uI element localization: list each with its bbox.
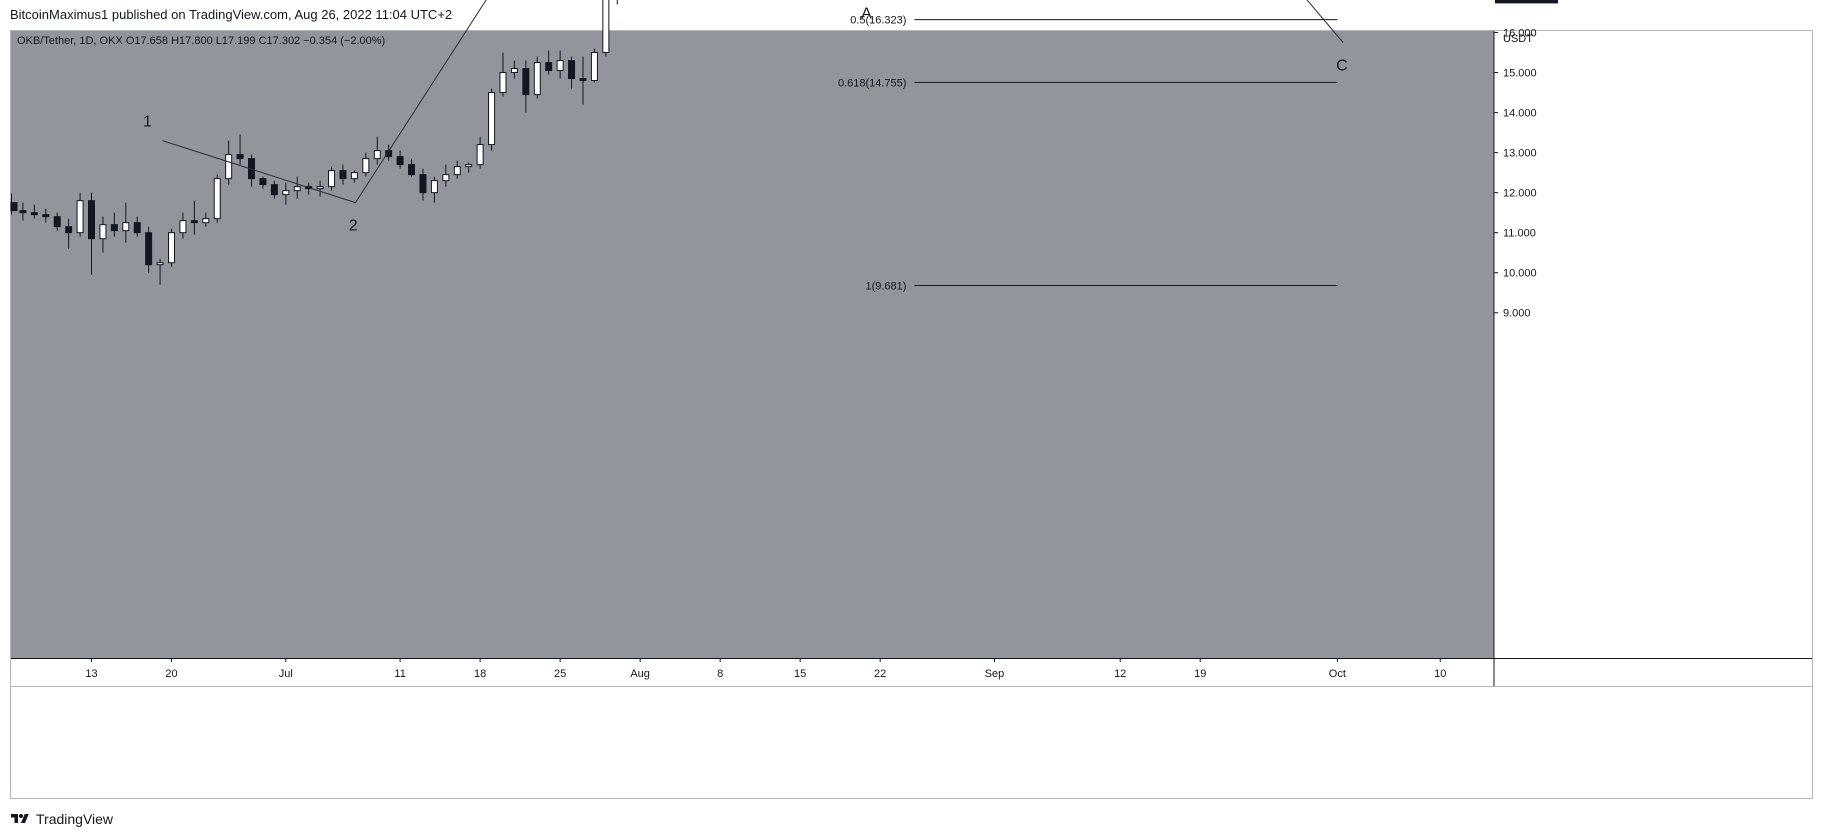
candle-down: [145, 232, 153, 266]
wave-label-1: 1: [143, 114, 152, 131]
publisher-line: BitcoinMaximus1 published on TradingView…: [10, 7, 453, 22]
candle-down: [236, 154, 244, 160]
fib-level-label: 0.5(16.323): [850, 15, 906, 27]
candle-down: [19, 210, 27, 214]
time-tick-label: 20: [165, 668, 177, 680]
candle-up: [362, 158, 370, 174]
candle-down: [339, 170, 347, 180]
candle-up: [316, 186, 324, 190]
time-tick-label: 15: [794, 668, 806, 680]
current-price-badge: [1495, 0, 1558, 4]
candle-down: [10, 202, 18, 212]
candle-up: [179, 220, 187, 234]
candle-down: [53, 216, 61, 228]
wave-label-2: 2: [349, 218, 358, 235]
time-tick-label: 25: [554, 668, 566, 680]
candle-up: [213, 178, 221, 220]
candle-up: [430, 180, 438, 194]
price-axis-unit: USDT: [1503, 33, 1533, 45]
time-tick-label: 11: [394, 668, 405, 680]
candle-down: [568, 60, 576, 80]
candle-up: [293, 186, 301, 192]
candle-down: [396, 156, 404, 166]
candle-down: [190, 220, 198, 224]
candle-down: [408, 164, 416, 176]
candle-up: [510, 68, 518, 74]
candle-down: [133, 222, 141, 234]
fib-level-label: 0.618(14.755): [838, 77, 907, 89]
time-tick-label: 10: [1434, 668, 1446, 680]
candle-up: [476, 144, 484, 166]
price-tick-label: 13.000: [1503, 148, 1537, 160]
candle-up: [350, 172, 358, 180]
price-tick-label: 11.000: [1503, 228, 1536, 240]
footer: TradingView: [10, 807, 113, 831]
candle-up: [373, 150, 381, 160]
time-tick-label: Sep: [985, 668, 1005, 680]
bar-countdown-label: 06:55:33: [1505, 0, 1548, 1]
candle-down: [65, 226, 73, 234]
candle-up: [602, 0, 610, 54]
price-tick-label: 14.000: [1503, 108, 1537, 120]
candle-up: [225, 154, 233, 180]
time-tick-label: Aug: [630, 668, 650, 680]
candle-up: [99, 224, 107, 240]
candle-up: [156, 262, 164, 266]
wave-label-a: A: [861, 6, 872, 23]
candle-down: [545, 62, 553, 72]
price-tick-label: 12.000: [1503, 188, 1537, 200]
candle-down: [270, 184, 278, 196]
price-tick-label: 10.000: [1503, 268, 1537, 280]
fib-level-label: 1(9.681): [865, 280, 906, 292]
candle-down: [42, 214, 50, 218]
candle-down: [522, 68, 530, 96]
time-tick-label: 8: [717, 668, 723, 680]
time-tick-label: Oct: [1329, 668, 1346, 680]
time-tick-label: 22: [874, 668, 886, 680]
candle-up: [328, 170, 336, 188]
time-tick-label: 13: [85, 668, 97, 680]
time-tick-label: Jul: [279, 668, 293, 680]
price-tick-label: 9.000: [1503, 308, 1531, 320]
tradingview-logo-icon: [11, 814, 29, 823]
footer-brand: TradingView: [36, 811, 114, 827]
candle-up: [76, 200, 84, 234]
time-axis[interactable]: [11, 659, 1494, 686]
symbol-ohlc-line: OKB/Tether, 1D, OKX O17.658 H17.800 L17.…: [17, 35, 385, 47]
candle-up: [122, 222, 130, 232]
candle-up: [533, 62, 541, 96]
wave-label-c: C: [1336, 58, 1348, 75]
candle-up: [442, 174, 450, 182]
candle-up: [499, 72, 507, 94]
time-tick-label: 19: [1194, 668, 1206, 680]
candle-up: [556, 60, 564, 72]
plot-area[interactable]: [11, 31, 1494, 659]
candle-up: [465, 164, 473, 168]
candle-down: [579, 78, 587, 82]
candle-up: [168, 232, 176, 264]
candle-up: [590, 52, 598, 82]
candle-down: [30, 212, 38, 216]
candle-down: [110, 224, 118, 232]
time-tick-label: 12: [1114, 668, 1126, 680]
candle-up: [282, 190, 290, 196]
candle-down: [419, 174, 427, 194]
time-tick-label: 18: [474, 668, 486, 680]
wave-path: [162, 0, 1344, 204]
price-tick-label: 15.000: [1503, 68, 1537, 80]
candle-down: [88, 200, 95, 240]
price-tick-label: 16.000: [1503, 28, 1537, 40]
candle-up: [488, 92, 496, 146]
price-axis[interactable]: [1494, 31, 1812, 686]
price-chart[interactable]: USDT24.00023.00022.00021.00020.00019.000…: [0, 0, 1824, 800]
candle-up: [453, 166, 461, 176]
candle-up: [202, 218, 210, 224]
candle-down: [259, 178, 267, 186]
chart-frame[interactable]: [10, 30, 1813, 799]
